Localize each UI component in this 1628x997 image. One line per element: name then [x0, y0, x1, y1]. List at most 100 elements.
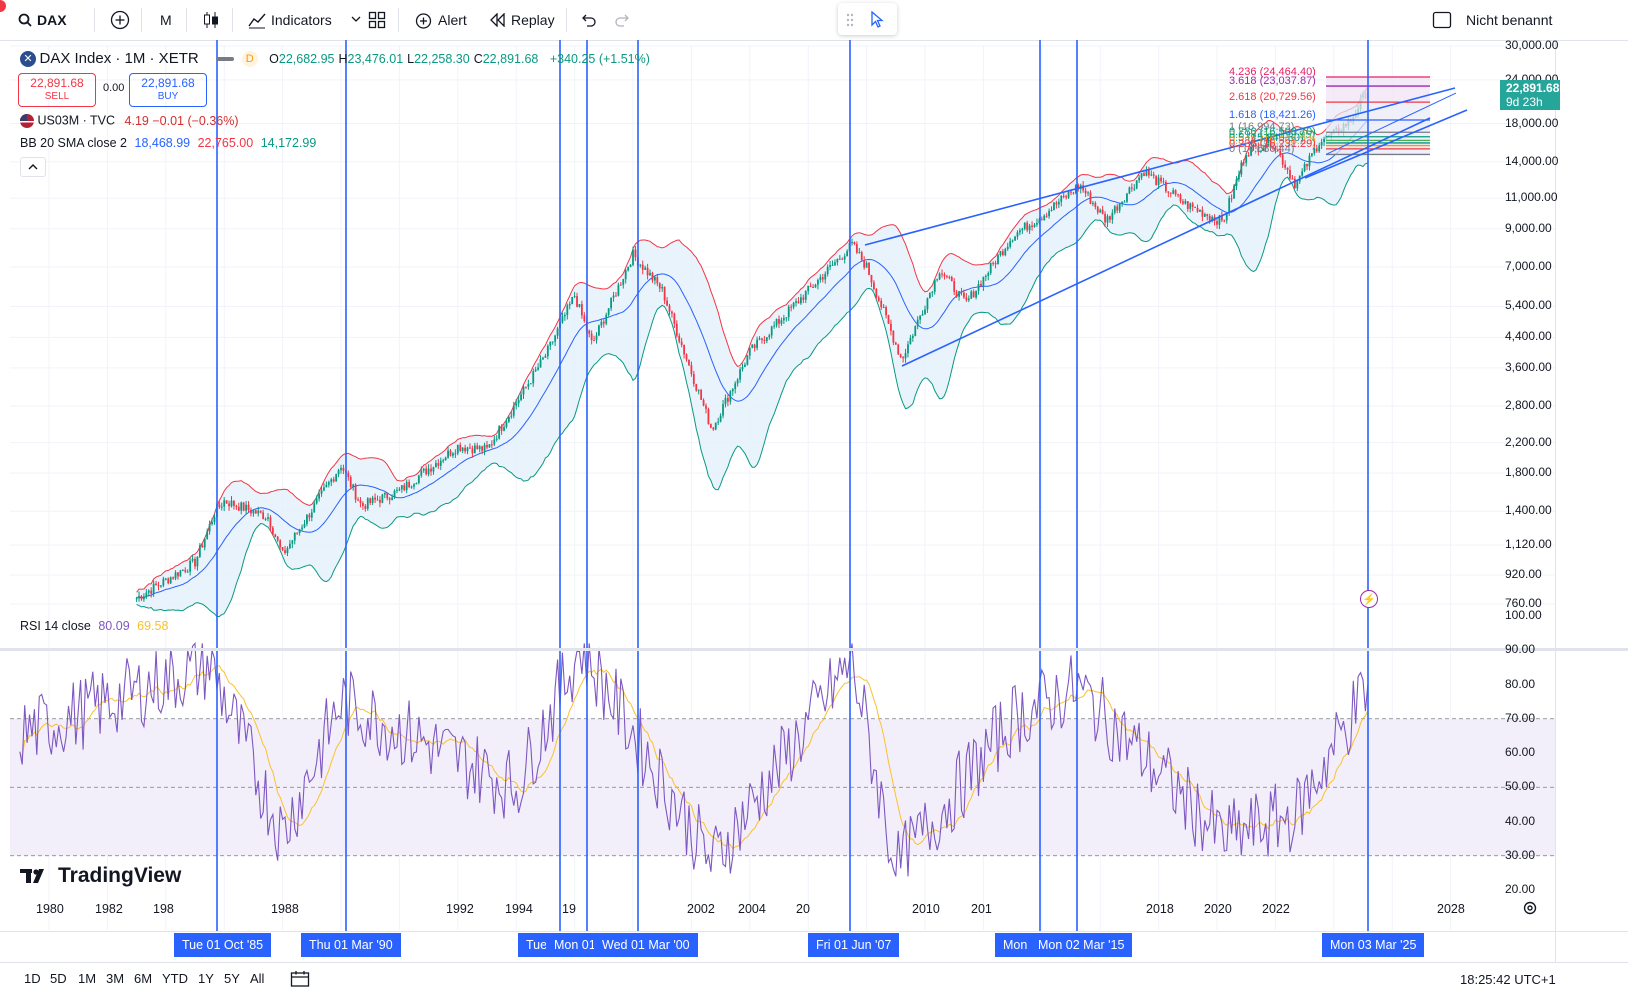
pane-separator[interactable] [0, 648, 1628, 651]
range-button-5y[interactable]: 5Y [224, 971, 240, 986]
candle-body [792, 302, 795, 308]
candle-body [692, 373, 695, 385]
clock[interactable]: 18:25:42 UTC+1 [1460, 972, 1556, 987]
range-button-5d[interactable]: 5D [50, 971, 67, 986]
candle-body [907, 344, 909, 354]
candle-body [975, 290, 977, 298]
candle-body [843, 256, 846, 260]
buy-button[interactable]: 22,891.68 BUY [129, 73, 207, 107]
sell-price: 22,891.68 [30, 76, 84, 90]
candle-body [549, 341, 552, 346]
compare-symbol-button[interactable] [110, 8, 130, 32]
redo-button[interactable] [614, 8, 632, 32]
range-button-1m[interactable]: 1M [78, 971, 97, 986]
range-button-all[interactable]: All [250, 971, 265, 986]
candle-body [678, 335, 681, 342]
alert-button[interactable]: Alert [414, 8, 467, 32]
candle-body [1055, 202, 1058, 205]
rsi-axis-label: 70.00 [1505, 710, 1536, 725]
indicators-button[interactable]: Indicators [248, 8, 365, 32]
rsi-value: 80.09 [98, 619, 130, 633]
candle-body [583, 315, 586, 322]
candle-body [303, 523, 306, 528]
candle-body [938, 273, 941, 280]
candle-body [1291, 178, 1294, 180]
time-axis-border [0, 931, 1628, 932]
candle-body [695, 384, 698, 391]
candle-body [310, 512, 313, 518]
price-axis-label: 760.00 [1505, 596, 1542, 610]
candle-body [1238, 174, 1240, 180]
sell-button[interactable]: 22,891.68 SELL [18, 73, 96, 107]
symbol-title[interactable]: DAX Index · 1M · XETR [39, 50, 199, 67]
candle-body [663, 286, 666, 301]
candle-body [379, 499, 381, 503]
candle-body [264, 518, 267, 520]
candle-body [1230, 198, 1233, 200]
candle-body [537, 367, 539, 370]
candle-body [164, 578, 167, 580]
candle-body [1094, 202, 1097, 207]
collapse-legend-button[interactable] [20, 157, 46, 177]
candle-body [357, 499, 359, 501]
candle-body [904, 353, 907, 359]
symbol-search-button[interactable]: DAX [18, 8, 67, 32]
chart-type-button[interactable] [202, 8, 220, 32]
candle-body [532, 371, 535, 384]
range-button-1d[interactable]: 1D [24, 971, 41, 986]
tradingview-logo-icon [20, 869, 44, 883]
time-axis-label: 2020 [1204, 902, 1232, 916]
candle-body [1252, 144, 1255, 147]
candle-body [649, 272, 651, 276]
axis-settings-button[interactable] [1522, 900, 1538, 921]
undo-button[interactable] [579, 8, 597, 32]
candle-body [1089, 192, 1092, 204]
range-button-6m[interactable]: 6M [134, 971, 153, 986]
main-legend: ✕ DAX Index · 1M · XETR D O22,682.95 H23,… [20, 50, 650, 67]
price-chart[interactable] [0, 40, 1628, 962]
rsi-axis-label: 80.00 [1505, 676, 1536, 691]
candle-body [230, 500, 233, 507]
drag-handle-icon[interactable] [846, 13, 854, 27]
range-button-1y[interactable]: 1Y [198, 971, 214, 986]
layouts-button[interactable] [368, 8, 386, 32]
candle-body [186, 571, 189, 573]
price-axis-label: 1,120.00 [1505, 537, 1552, 552]
rsi-legend[interactable]: RSI 14 close 80.09 69.58 [20, 619, 168, 633]
cursor-icon[interactable] [870, 11, 884, 28]
candle-body [162, 578, 165, 586]
candle-body [709, 424, 712, 428]
candle-body [588, 330, 591, 334]
bb-legend[interactable]: BB 20 SMA close 2 18,468.99 22,765.00 14… [20, 136, 316, 150]
layout-name-button[interactable]: Nicht benannt [1432, 8, 1552, 32]
candle-body [1133, 188, 1136, 190]
candle-body [955, 291, 958, 297]
date-range-button[interactable] [290, 970, 310, 993]
candle-body [627, 267, 630, 271]
watermark-text: TradingView [58, 864, 182, 887]
candle-body [189, 560, 192, 572]
replay-button[interactable]: Replay [489, 8, 555, 32]
chevron-down-icon[interactable] [347, 15, 365, 25]
candle-body [1220, 215, 1223, 221]
candle-body [1023, 222, 1026, 229]
price-axis-label: 9,000.00 [1505, 220, 1552, 235]
candle-body [269, 517, 272, 528]
candle-body [510, 415, 513, 417]
time-tag: Tue 01 Oct '85 [174, 933, 272, 957]
range-button-ytd[interactable]: YTD [162, 971, 188, 986]
candle-body [539, 359, 542, 368]
interval-button[interactable]: M [160, 8, 172, 32]
compare-legend[interactable]: US03M · TVC 4.19 −0.01 (−0.36%) [20, 113, 239, 128]
candle-body [508, 416, 510, 422]
candle-body [1048, 210, 1050, 217]
candle-body [459, 444, 462, 451]
fib-label: 0.382 (15,568.23) [1229, 134, 1316, 147]
candle-body [870, 275, 873, 283]
candle-body [775, 318, 778, 326]
range-button-3m[interactable]: 3M [106, 971, 125, 986]
candle-body [714, 422, 717, 430]
candle-body [651, 272, 654, 281]
alert-marker[interactable]: ⚡ [1360, 590, 1378, 608]
candle-body [349, 477, 352, 487]
